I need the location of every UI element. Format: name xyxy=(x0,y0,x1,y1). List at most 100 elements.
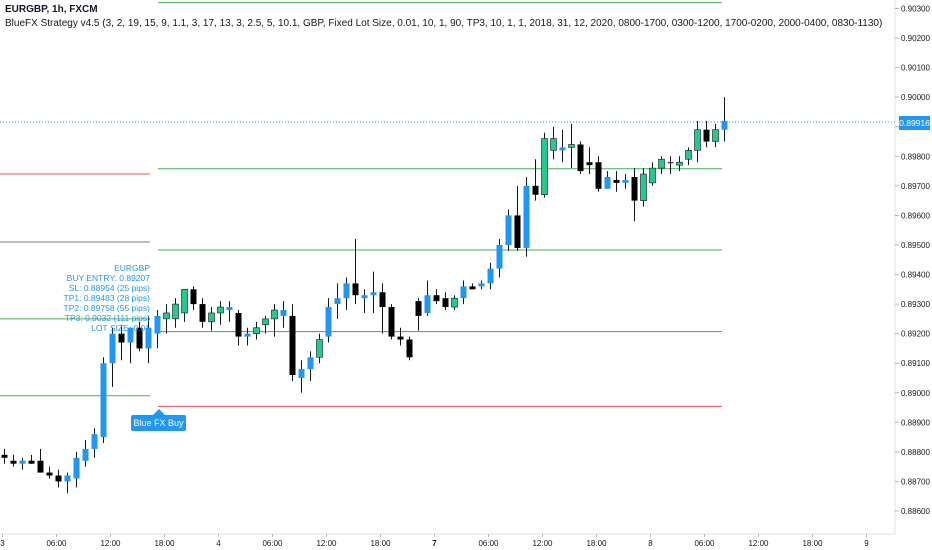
time-tick-label: 18:00 xyxy=(586,539,607,548)
candle-body xyxy=(127,327,134,343)
candle-body xyxy=(118,333,125,343)
candle-body xyxy=(226,307,233,310)
candle-body xyxy=(217,306,224,314)
candle-body xyxy=(37,460,44,473)
time-tick-label: 12:00 xyxy=(100,539,121,548)
candle-body xyxy=(649,167,656,184)
price-tick-label: 0.89600 xyxy=(901,211,930,220)
candle-body xyxy=(136,327,143,349)
time-tick-label: 06:00 xyxy=(694,539,715,548)
trade-symbol: EURGBP xyxy=(114,263,150,273)
candle-body xyxy=(703,129,710,142)
candle-body xyxy=(10,460,17,464)
time-tick-label: 9 xyxy=(864,539,869,548)
time-tick-label: 4 xyxy=(216,539,221,548)
candle-body xyxy=(280,310,287,316)
candle-body xyxy=(64,475,71,482)
strategy-parameters: BlueFX Strategy v4.5 (3, 2, 19, 15, 9, 1… xyxy=(5,18,883,29)
tp2-label: TP2: 0.89758 (55 pips) xyxy=(63,303,150,313)
candle-body xyxy=(451,297,458,308)
candle-body xyxy=(145,327,152,349)
candle-body xyxy=(631,176,638,201)
price-tick-label: 0.88700 xyxy=(901,477,930,486)
tp3-label: TP3: 0.9032 (111 pips) xyxy=(64,313,150,323)
price-tick-label: 0.88800 xyxy=(901,448,930,457)
price-tick-label: 0.90200 xyxy=(901,34,930,43)
candle-body xyxy=(487,268,494,284)
candle-body xyxy=(172,303,179,320)
candle-body xyxy=(379,292,386,308)
candle-body xyxy=(433,295,440,302)
candle-body xyxy=(28,460,35,464)
price-tick-label: 0.90100 xyxy=(901,64,930,73)
price-tick-label: 0.89800 xyxy=(901,152,930,161)
candle-body xyxy=(595,162,602,189)
time-tick-label: 06:00 xyxy=(46,539,67,548)
candle-body xyxy=(478,283,485,287)
candle-body xyxy=(622,179,629,183)
candle-body xyxy=(712,129,719,142)
candle-body xyxy=(523,185,530,248)
tp1-label: TP1: 0.89483 (28 pips) xyxy=(63,293,150,303)
candle-body xyxy=(613,179,620,183)
price-tick-label: 0.88900 xyxy=(901,418,930,427)
candle-body xyxy=(154,315,161,334)
candle-body xyxy=(289,315,296,376)
candle-body xyxy=(397,336,404,340)
time-tick-label: 18:00 xyxy=(370,539,391,548)
price-tick-label: 0.88600 xyxy=(901,507,930,516)
candle-body xyxy=(424,295,431,313)
candle-body xyxy=(658,158,665,169)
candle-body xyxy=(73,457,80,479)
candle-body xyxy=(262,318,269,326)
candle-body xyxy=(532,185,539,195)
symbol-title: EURGBP, 1h, FXCM xyxy=(5,4,98,15)
candle-body xyxy=(307,357,314,370)
candle-body xyxy=(559,147,566,151)
candle-body xyxy=(550,138,557,151)
candle-body xyxy=(91,434,98,449)
candle-body xyxy=(694,129,701,151)
price-tick-label: 0.89100 xyxy=(901,359,930,368)
price-tick-label: 0.89200 xyxy=(901,330,930,339)
candle-body xyxy=(640,173,647,201)
price-tick-label: 0.89400 xyxy=(901,271,930,280)
price-tick-label: 0.90000 xyxy=(901,93,930,102)
candle-body xyxy=(271,309,278,320)
candle-body xyxy=(721,120,728,130)
trade-info-box: EURGBP BUY ENTRY: 0.89207 SL: 0.88954 (2… xyxy=(64,263,150,333)
time-tick-label: 12:00 xyxy=(532,539,553,548)
candle-body xyxy=(388,307,395,337)
lot-size-label: LOT SIZE: 0.01 xyxy=(91,323,150,333)
candle-body xyxy=(676,161,683,166)
time-tick-label: 3 xyxy=(0,539,5,548)
candle-body xyxy=(19,460,26,464)
time-tick-label: 8 xyxy=(648,539,653,548)
candle-body xyxy=(82,448,89,461)
buy-signal-marker[interactable]: Blue FX Buy xyxy=(131,409,186,431)
price-tick-label: 0.89500 xyxy=(901,241,930,250)
candle-body xyxy=(199,304,206,322)
time-tick-label: 18:00 xyxy=(802,539,823,548)
stop-loss-label: SL: 0.88954 (25 pips) xyxy=(68,283,150,293)
candle-body xyxy=(514,215,521,248)
price-tick-label: 0.89000 xyxy=(901,389,930,398)
candle-body xyxy=(415,301,422,316)
candle-body xyxy=(298,369,305,378)
candle-body xyxy=(469,286,476,290)
price-tick-label: 0.90300 xyxy=(901,5,930,14)
candle-body xyxy=(406,339,413,358)
price-tick-label: 0.89700 xyxy=(901,182,930,191)
candle-body xyxy=(370,292,377,296)
candle-body xyxy=(100,363,107,438)
time-tick-label: 18:00 xyxy=(154,539,175,548)
candle-body xyxy=(244,333,251,337)
candle-body xyxy=(163,312,170,320)
candle-body xyxy=(181,289,188,314)
candle-body xyxy=(55,475,62,482)
candle-body xyxy=(208,312,215,323)
candle-body xyxy=(46,472,53,476)
candle-body xyxy=(235,312,242,337)
time-tick-label: 12:00 xyxy=(316,539,337,548)
